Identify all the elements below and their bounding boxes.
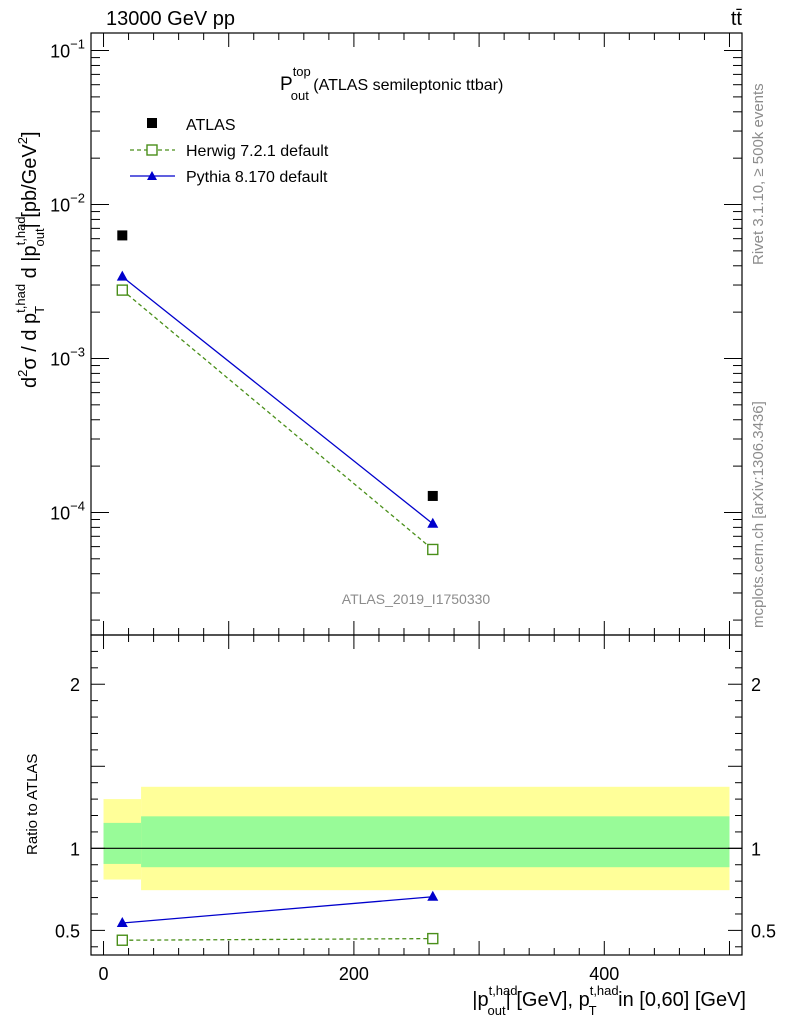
ratio-y-tick-label-right: 2 [751,675,761,695]
top-herwig-point [116,284,128,296]
top-y-tick-label: 10−1 [50,37,85,62]
ratio-panel-frame [90,634,743,956]
x-tick-label: 400 [589,964,619,984]
top-y-axis-label: d2σ / d pt,had T d |pt,had out| [pb/GeV2] [13,131,47,388]
top-y-tick-label: 10−2 [50,191,85,216]
ratio-pythia-point [116,917,128,927]
legend-atlas-marker [147,118,157,128]
top-atlas-point [117,230,128,241]
mcplots-label: mcplots.cern.ch [arXiv:1306.3436] [750,401,767,628]
top-herwig-line [121,289,434,550]
rivet-version-label: Rivet 3.1.10, ≥ 500k events [750,83,767,265]
x-tick-label: 200 [339,964,369,984]
legend-atlas-label: ATLAS [186,117,236,134]
ratio-uncertainty-bands [103,786,730,891]
legend-pythia-label: Pythia 8.170 default [186,169,328,186]
ratio-pythia-line [122,896,433,924]
ratio-herwig-point [427,932,439,945]
plot-title: Ptop out (ATLAS semileptonic ttbar) [280,64,503,103]
top-pythia-line [121,276,434,525]
ratio-herwig-point [116,934,128,946]
legend-pythia-marker [147,171,157,180]
ratio-y-axis-label: Ratio to ATLAS [24,754,41,855]
top-pythia-point [427,517,439,528]
top-pythia-point [116,270,128,281]
series-lines [121,276,434,941]
top-herwig-point [427,543,439,556]
process-label: tt̄ [731,8,743,30]
ratio-y-tick-label-left: 0.5 [55,921,80,941]
ratio-pythia-point [427,890,439,901]
top-y-tick-label: 10−4 [50,498,85,523]
ratio-y-tick-label-right: 1 [751,839,761,859]
legend-herwig-label: Herwig 7.2.1 default [186,143,329,160]
x-tick-label: 0 [99,964,109,984]
ratio-herwig-line [122,937,433,941]
ratio-y-tick-label-right: 0.5 [751,921,776,941]
ratio-band-inner-0 [103,822,142,864]
x-axis-label: |pt,had out| [GeV], pt,had T in [0,60] [Ge… [472,983,746,1018]
ratio-band-inner-1 [141,816,730,868]
top-atlas-point [427,490,438,501]
energy-label: 13000 GeV pp [106,8,235,30]
legend: ATLAS Herwig 7.2.1 default Pythia 8.170 … [130,117,329,186]
analysis-id: ATLAS_2019_I1750330 [342,591,491,607]
ratio-y-tick-label-left: 1 [70,839,80,859]
ratio-y-tick-label-left: 2 [70,675,80,695]
axis-tick-labels: 0 200 400 10−4 10−3 10−2 10−1 0.5 0.5 1 1 2 2 [50,37,776,984]
legend-herwig-marker [146,144,158,156]
top-y-tick-label: 10−3 [50,344,85,369]
data-markers [116,230,439,946]
